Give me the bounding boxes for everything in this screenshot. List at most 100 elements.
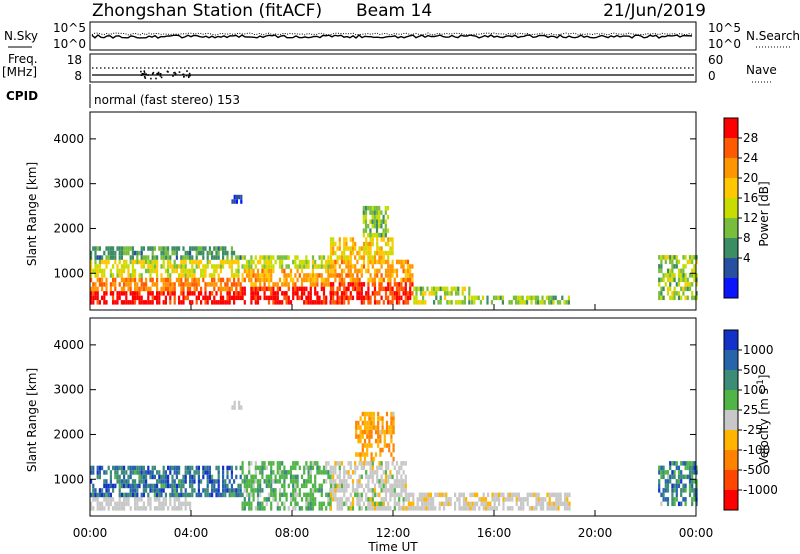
heatmap-cell	[347, 264, 350, 269]
heatmap-cell	[127, 300, 130, 305]
heatmap-cell	[182, 282, 185, 287]
heatmap-cell	[217, 250, 220, 256]
heatmap-cell	[664, 259, 667, 265]
heatmap-cell	[366, 443, 369, 448]
heatmap-cell	[473, 492, 476, 498]
heatmap-cell	[675, 291, 678, 296]
nsearch-tick-high: 10^5	[708, 21, 741, 35]
heatmap-cell	[367, 506, 370, 511]
heatmap-cell	[184, 465, 187, 471]
colorbar-segment	[724, 278, 738, 299]
heatmap-cell	[362, 259, 366, 265]
heatmap-cell	[142, 479, 145, 484]
heatmap-cell	[384, 488, 388, 493]
heatmap-cell	[658, 264, 661, 269]
heatmap-cell	[184, 295, 187, 301]
heatmap-cell	[270, 479, 273, 484]
heatmap-cell	[340, 259, 344, 265]
heatmap-cell	[400, 264, 403, 269]
heatmap-cell	[129, 246, 132, 251]
heatmap-cell	[457, 291, 460, 296]
heatmap-cell	[309, 501, 312, 507]
heatmap-cell	[134, 286, 137, 292]
heatmap-cell	[283, 255, 286, 260]
heatmap-cell	[296, 492, 299, 498]
heatmap-cell	[336, 286, 339, 292]
heatmap-cell	[239, 465, 242, 471]
heatmap-cell	[373, 295, 377, 301]
heatmap-cell	[402, 259, 405, 265]
heatmap-cell	[254, 506, 257, 511]
heatmap-cell	[378, 483, 381, 489]
heatmap-cell	[267, 286, 271, 292]
heatmap-cell	[443, 492, 446, 498]
heatmap-cell	[671, 474, 674, 480]
heatmap-cell	[287, 506, 290, 511]
heatmap-cell	[340, 273, 344, 278]
heatmap-cell	[332, 259, 335, 265]
heatmap-cell	[193, 268, 196, 274]
heatmap-cell	[372, 456, 375, 462]
heatmap-cell	[695, 277, 698, 283]
heatmap-cell	[131, 246, 134, 251]
heatmap-cell	[443, 506, 446, 511]
heatmap-cell	[305, 264, 308, 269]
heatmap-cell	[96, 465, 99, 471]
heatmap-cell	[204, 282, 207, 287]
heatmap-cell	[267, 474, 271, 480]
heatmap-cell	[90, 465, 93, 471]
heatmap-cell	[217, 286, 220, 292]
heatmap-cell	[327, 474, 330, 480]
heatmap-cell	[274, 497, 277, 502]
heatmap-cell	[393, 479, 396, 484]
heatmap-cell	[354, 255, 357, 260]
heatmap-cell	[256, 277, 260, 283]
heatmap-cell	[400, 474, 403, 480]
heatmap-cell	[677, 273, 681, 278]
heatmap-cell	[695, 259, 698, 265]
heatmap-cell	[123, 250, 126, 256]
heatmap-cell	[366, 420, 369, 426]
heatmap-cell	[116, 273, 119, 278]
heatmap-cell	[239, 295, 242, 301]
heatmap-cell	[381, 447, 384, 453]
heatmap-cell	[458, 506, 461, 511]
heatmap-cell	[666, 268, 670, 274]
heatmap-cell	[553, 492, 556, 498]
heatmap-cell	[265, 501, 268, 507]
heatmap-cell	[292, 259, 295, 265]
heatmap-cell	[250, 286, 253, 292]
heatmap-cell	[254, 295, 257, 301]
heatmap-cell	[261, 273, 264, 278]
heatmap-cell	[116, 465, 119, 471]
heatmap-cell	[235, 259, 238, 265]
heatmap-cell	[178, 479, 181, 484]
heatmap-cell	[259, 483, 262, 489]
heatmap-cell	[320, 273, 323, 278]
heatmap-cell	[498, 492, 501, 498]
heatmap-cell	[338, 488, 341, 493]
heatmap-cell	[263, 268, 266, 274]
heatmap-cell	[292, 488, 295, 493]
heatmap-cell	[542, 501, 545, 507]
heatmap-cell	[241, 286, 244, 292]
heatmap-cell	[123, 286, 126, 292]
heatmap-cell	[131, 259, 134, 265]
heatmap-cell	[270, 506, 273, 511]
heatmap-cell	[356, 479, 359, 484]
heatmap-cell	[125, 259, 128, 265]
heatmap-cell	[134, 282, 137, 287]
heatmap-cell	[325, 465, 328, 471]
heatmap-cell	[390, 411, 393, 417]
heatmap-cell	[307, 479, 310, 484]
heatmap-cell	[215, 492, 218, 498]
heatmap-cell	[557, 501, 560, 507]
heatmap-cell	[388, 443, 391, 448]
heatmap-cell	[686, 282, 689, 287]
heatmap-cell	[322, 264, 326, 269]
heatmap-cell	[526, 295, 529, 301]
heatmap-cell	[387, 259, 390, 265]
heatmap-cell	[303, 300, 306, 305]
heatmap-cell	[428, 291, 431, 296]
heatmap-cell	[347, 286, 350, 292]
